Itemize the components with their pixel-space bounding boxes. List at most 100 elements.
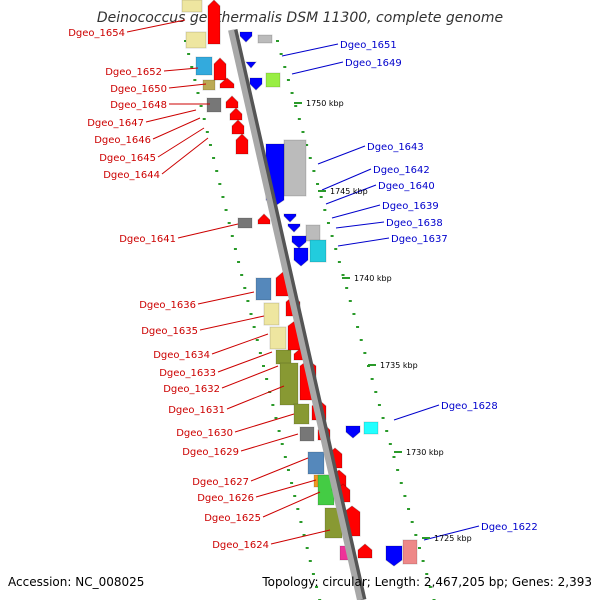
ruler-dot [252,326,256,328]
cds-block [307,451,325,475]
map-title: Deinococcus geothermalis DSM 11300, comp… [97,10,503,26]
cds-block [283,139,307,197]
forward-gene-arrow [207,0,221,45]
gene-label-right: Dgeo_1628 [441,401,498,412]
ruler-dot [385,430,389,432]
ruler-dot [299,521,303,523]
label-leader-line [325,184,377,205]
ruler-dot [218,183,222,185]
forward-gene-arrow [219,77,235,89]
label-leader-line [126,19,186,33]
label-leader-line [423,525,480,541]
right-gene-labels: Dgeo_1651 Dgeo_1649 Dgeo_1643 Dgeo_1642 Dgeo… [340,40,538,533]
ruler-dot [271,404,275,406]
label-leader-line [250,457,309,482]
ruler-dot [243,287,247,289]
gene-label-right: Dgeo_1651 [340,40,397,51]
cds-block [402,539,418,565]
ruler-dot [315,586,319,588]
gene-label-left: Dgeo_1633 [159,368,216,379]
cds-block [305,224,321,242]
ruler-dot [308,560,312,562]
forward-gene-arrow [225,95,239,109]
label-leader-line [168,83,207,89]
ruler-dot [265,378,269,380]
gene-label-left: Dgeo_1626 [197,493,254,504]
left-gene-labels: Dgeo_1654 Dgeo_1652 Dgeo_1650 Dgeo_1648 Dgeo… [68,28,269,551]
reverse-gene-arrow [249,77,263,91]
cds-block [195,56,213,76]
ruler-dot [274,417,278,419]
ruler-dot [294,105,298,107]
tick-mark [342,277,350,279]
cds-block [293,403,310,425]
gene-label-right: Dgeo_1622 [481,522,538,533]
gene-label-right: Dgeo_1643 [367,142,424,153]
ruler-dot [374,391,378,393]
ruler-dot [293,495,297,497]
label-leader-line [197,291,255,305]
reverse-gene-arrow [287,223,301,233]
ruler-dot [363,352,367,354]
tick-mark [422,537,430,539]
cds-block [255,277,272,301]
cds-block [299,426,315,442]
ruler-dot [249,313,253,315]
tick-mark [318,190,326,192]
cds-block [309,239,327,263]
gene-label-left: Dgeo_1632 [163,384,220,395]
ruler-dot [296,508,300,510]
cds-block [257,34,273,44]
label-leader-line [335,221,385,229]
topology-text: Topology: circular; Length: 2,467,205 bp… [261,575,592,589]
ruler-track [184,40,436,600]
label-leader-line [157,127,205,158]
ruler-dot [283,66,287,68]
label-leader-line [199,315,265,331]
label-leader-line [234,413,295,433]
ruler-dot [255,339,259,341]
gene-label-right: Dgeo_1642 [373,165,430,176]
ruler-dot [286,469,290,471]
ruler-dot [277,430,281,432]
ruler-dot [308,157,312,159]
ruler-dot [190,66,194,68]
label-leader-line [163,67,199,72]
reverse-gene-arrow [244,61,258,69]
cds-block [206,97,222,113]
tick-mark [368,364,376,366]
forward-gene-arrow [235,133,249,155]
ruler-dot [221,196,225,198]
ruler-dot [202,118,206,120]
gene-label-left: Dgeo_1648 [110,100,167,111]
ruler-dot [230,235,234,237]
ruler-dot [237,261,241,263]
ruler-dot [233,248,237,250]
ruler-dot [403,495,407,497]
ruler-dot [388,443,392,445]
cds-block [275,349,292,365]
ruler-dot [205,131,209,133]
ruler-dot [359,339,363,341]
reverse-gene-arrow [293,247,309,267]
ruler-dot [425,573,429,575]
ruler-dot [224,209,228,211]
ruler-dot [323,209,327,211]
gene-label-left: Dgeo_1645 [99,153,156,164]
gene-label-left: Dgeo_1627 [192,477,249,488]
gene-label-left: Dgeo_1630 [176,428,233,439]
gene-label-left: Dgeo_1625 [204,513,261,524]
label-leader-line [291,61,344,75]
ruler-dot [341,274,345,276]
gene-label-left: Dgeo_1654 [68,28,125,39]
ruler-dot [302,534,306,536]
tick-label: 1730 kbp [406,448,444,457]
cds-block [181,0,203,13]
ruler-dot [286,79,290,81]
ruler-dot [283,456,287,458]
cds-block [263,302,280,326]
ruler-dot [276,40,279,42]
label-leader-line [255,479,317,498]
label-leader-line [240,433,299,452]
